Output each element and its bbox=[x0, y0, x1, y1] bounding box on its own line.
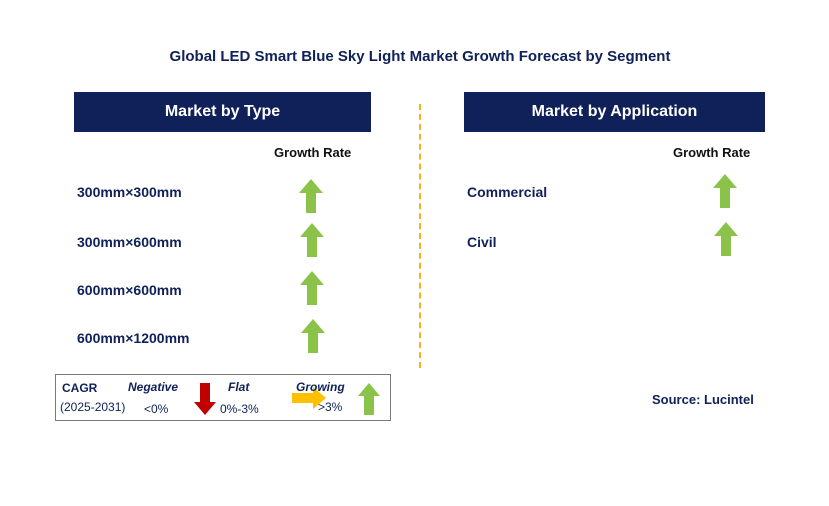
right-arrow-icon bbox=[292, 387, 326, 409]
up-arrow-icon bbox=[301, 319, 325, 353]
chart-title: Global LED Smart Blue Sky Light Market G… bbox=[169, 48, 671, 65]
legend-flat-range: 0%-3% bbox=[220, 402, 259, 416]
legend-negative-label: Negative bbox=[128, 380, 179, 394]
application-row-label: Commercial bbox=[467, 184, 548, 200]
application-growth-rate-label: Growth Rate bbox=[673, 145, 751, 160]
legend-period-label: (2025-2031) bbox=[60, 400, 126, 414]
legend-cagr-label: CAGR bbox=[62, 381, 98, 395]
up-arrow-icon bbox=[300, 223, 324, 257]
up-arrow-icon bbox=[358, 383, 380, 415]
legend-flat-label: Flat bbox=[228, 380, 250, 394]
type-growth-rate-label: Growth Rate bbox=[274, 145, 352, 160]
up-arrow-icon bbox=[300, 271, 324, 305]
type-row-label: 600mm×600mm bbox=[77, 282, 182, 298]
legend-growing-label: Growing bbox=[296, 380, 345, 394]
application-row-label: Civil bbox=[467, 234, 497, 250]
market-by-type-header: Market by Type bbox=[74, 92, 371, 132]
down-arrow-icon bbox=[194, 383, 216, 415]
up-arrow-icon bbox=[713, 174, 737, 208]
type-row-label: 300mm×300mm bbox=[77, 184, 182, 200]
up-arrow-icon bbox=[299, 179, 323, 213]
panel-divider bbox=[419, 104, 421, 368]
legend-growing-range: >3% bbox=[318, 400, 343, 414]
type-row-label: 300mm×600mm bbox=[77, 234, 182, 250]
source-label: Source: Lucintel bbox=[652, 392, 754, 407]
legend-negative-range: <0% bbox=[144, 402, 169, 416]
market-by-application-header: Market by Application bbox=[464, 92, 765, 132]
up-arrow-icon bbox=[714, 222, 738, 256]
cagr-legend: CAGR (2025-2031) Negative <0% Flat 0%-3%… bbox=[55, 374, 391, 421]
type-row-label: 600mm×1200mm bbox=[77, 330, 190, 346]
